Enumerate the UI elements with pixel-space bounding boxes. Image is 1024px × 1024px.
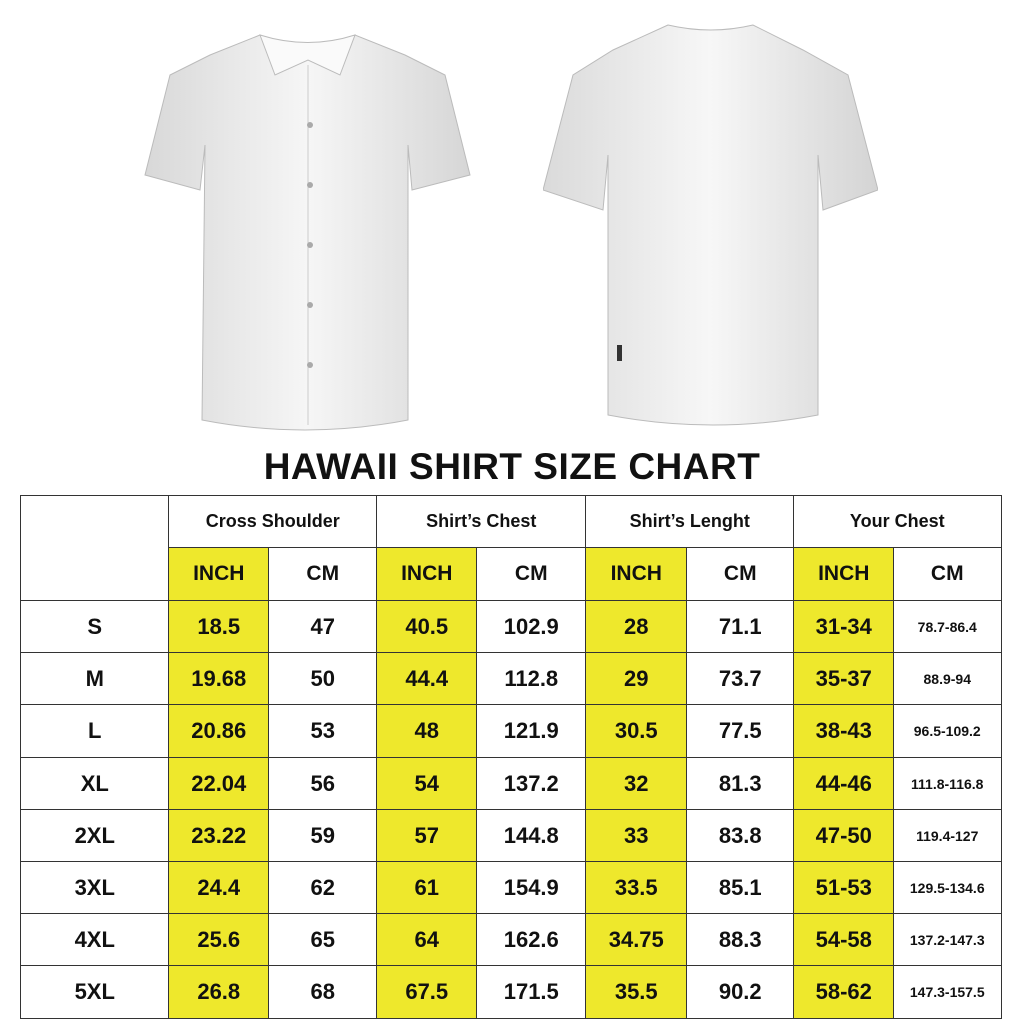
table-cell: 33.5 xyxy=(585,861,688,915)
table-cell: 111.8-116.8 xyxy=(893,757,1002,811)
table-cell: 47 xyxy=(268,600,378,654)
unit-header-inch: INCH xyxy=(793,547,895,602)
page-title: HAWAII SHIRT SIZE CHART xyxy=(263,446,761,487)
table-cell: 81.3 xyxy=(686,757,795,811)
table-cell: 28 xyxy=(585,600,688,654)
corner-cell xyxy=(20,495,170,602)
table-cell: 73.7 xyxy=(686,652,795,706)
shirt-back-image xyxy=(543,24,878,426)
table-cell: 33 xyxy=(585,809,688,863)
table-cell: 96.5-109.2 xyxy=(893,704,1002,759)
table-cell: 54-58 xyxy=(793,913,895,967)
unit-header-inch: INCH xyxy=(585,547,688,602)
size-label: 3XL xyxy=(20,861,170,915)
table-cell: 62 xyxy=(268,861,378,915)
table-cell: 35-37 xyxy=(793,652,895,706)
table-cell: 31-34 xyxy=(793,600,895,654)
table-cell: 64 xyxy=(376,913,478,967)
unit-header-inch: INCH xyxy=(376,547,478,602)
table-cell: 44.4 xyxy=(376,652,478,706)
table-cell: 47-50 xyxy=(793,809,895,863)
table-cell: 88.9-94 xyxy=(893,652,1002,706)
table-cell: 112.8 xyxy=(476,652,587,706)
table-cell: 40.5 xyxy=(376,600,478,654)
table-cell: 71.1 xyxy=(686,600,795,654)
table-cell: 53 xyxy=(268,704,378,759)
table-cell: 137.2-147.3 xyxy=(893,913,1002,967)
table-cell: 20.86 xyxy=(168,704,270,759)
table-cell: 85.1 xyxy=(686,861,795,915)
table-cell: 137.2 xyxy=(476,757,587,811)
table-cell: 22.04 xyxy=(168,757,270,811)
table-cell: 59 xyxy=(268,809,378,863)
table-cell: 61 xyxy=(376,861,478,915)
table-cell: 30.5 xyxy=(585,704,688,759)
table-cell: 19.68 xyxy=(168,652,270,706)
size-label: S xyxy=(20,600,170,654)
table-cell: 78.7-86.4 xyxy=(893,600,1002,654)
size-label: 2XL xyxy=(20,809,170,863)
unit-header-inch: INCH xyxy=(168,547,270,602)
unit-header-cm: CM xyxy=(893,547,1002,602)
table-cell: 154.9 xyxy=(476,861,587,915)
table-cell: 32 xyxy=(585,757,688,811)
table-cell: 67.5 xyxy=(376,965,478,1019)
table-cell: 121.9 xyxy=(476,704,587,759)
table-cell: 65 xyxy=(268,913,378,967)
table-cell: 129.5-134.6 xyxy=(893,861,1002,915)
table-cell: 51-53 xyxy=(793,861,895,915)
size-label: XL xyxy=(20,757,170,811)
table-cell: 77.5 xyxy=(686,704,795,759)
table-cell: 35.5 xyxy=(585,965,688,1019)
table-cell: 68 xyxy=(268,965,378,1019)
shirt-front-image xyxy=(144,34,471,431)
unit-header-cm: CM xyxy=(476,547,587,602)
size-label: 5XL xyxy=(20,965,170,1019)
table-cell: 83.8 xyxy=(686,809,795,863)
table-cell: 44-46 xyxy=(793,757,895,811)
table-cell: 56 xyxy=(268,757,378,811)
table-cell: 48 xyxy=(376,704,478,759)
table-cell: 147.3-157.5 xyxy=(893,965,1002,1019)
table-cell: 26.8 xyxy=(168,965,270,1019)
size-label: L xyxy=(20,704,170,759)
column-group-header: Cross Shoulder xyxy=(168,495,378,549)
column-group-header: Your Chest xyxy=(793,495,1002,549)
table-cell: 90.2 xyxy=(686,965,795,1019)
table-cell: 119.4-127 xyxy=(893,809,1002,863)
table-cell: 34.75 xyxy=(585,913,688,967)
table-cell: 29 xyxy=(585,652,688,706)
table-cell: 58-62 xyxy=(793,965,895,1019)
table-cell: 18.5 xyxy=(168,600,270,654)
unit-header-cm: CM xyxy=(686,547,795,602)
table-cell: 162.6 xyxy=(476,913,587,967)
size-label: M xyxy=(20,652,170,706)
table-cell: 171.5 xyxy=(476,965,587,1019)
table-cell: 25.6 xyxy=(168,913,270,967)
table-cell: 38-43 xyxy=(793,704,895,759)
table-cell: 102.9 xyxy=(476,600,587,654)
unit-header-cm: CM xyxy=(268,547,378,602)
table-cell: 23.22 xyxy=(168,809,270,863)
column-group-header: Shirt’s Chest xyxy=(376,495,587,549)
column-group-header: Shirt’s Lenght xyxy=(585,495,795,549)
table-cell: 57 xyxy=(376,809,478,863)
size-label: 4XL xyxy=(20,913,170,967)
table-cell: 54 xyxy=(376,757,478,811)
table-cell: 144.8 xyxy=(476,809,587,863)
table-cell: 24.4 xyxy=(168,861,270,915)
table-cell: 88.3 xyxy=(686,913,795,967)
table-cell: 50 xyxy=(268,652,378,706)
